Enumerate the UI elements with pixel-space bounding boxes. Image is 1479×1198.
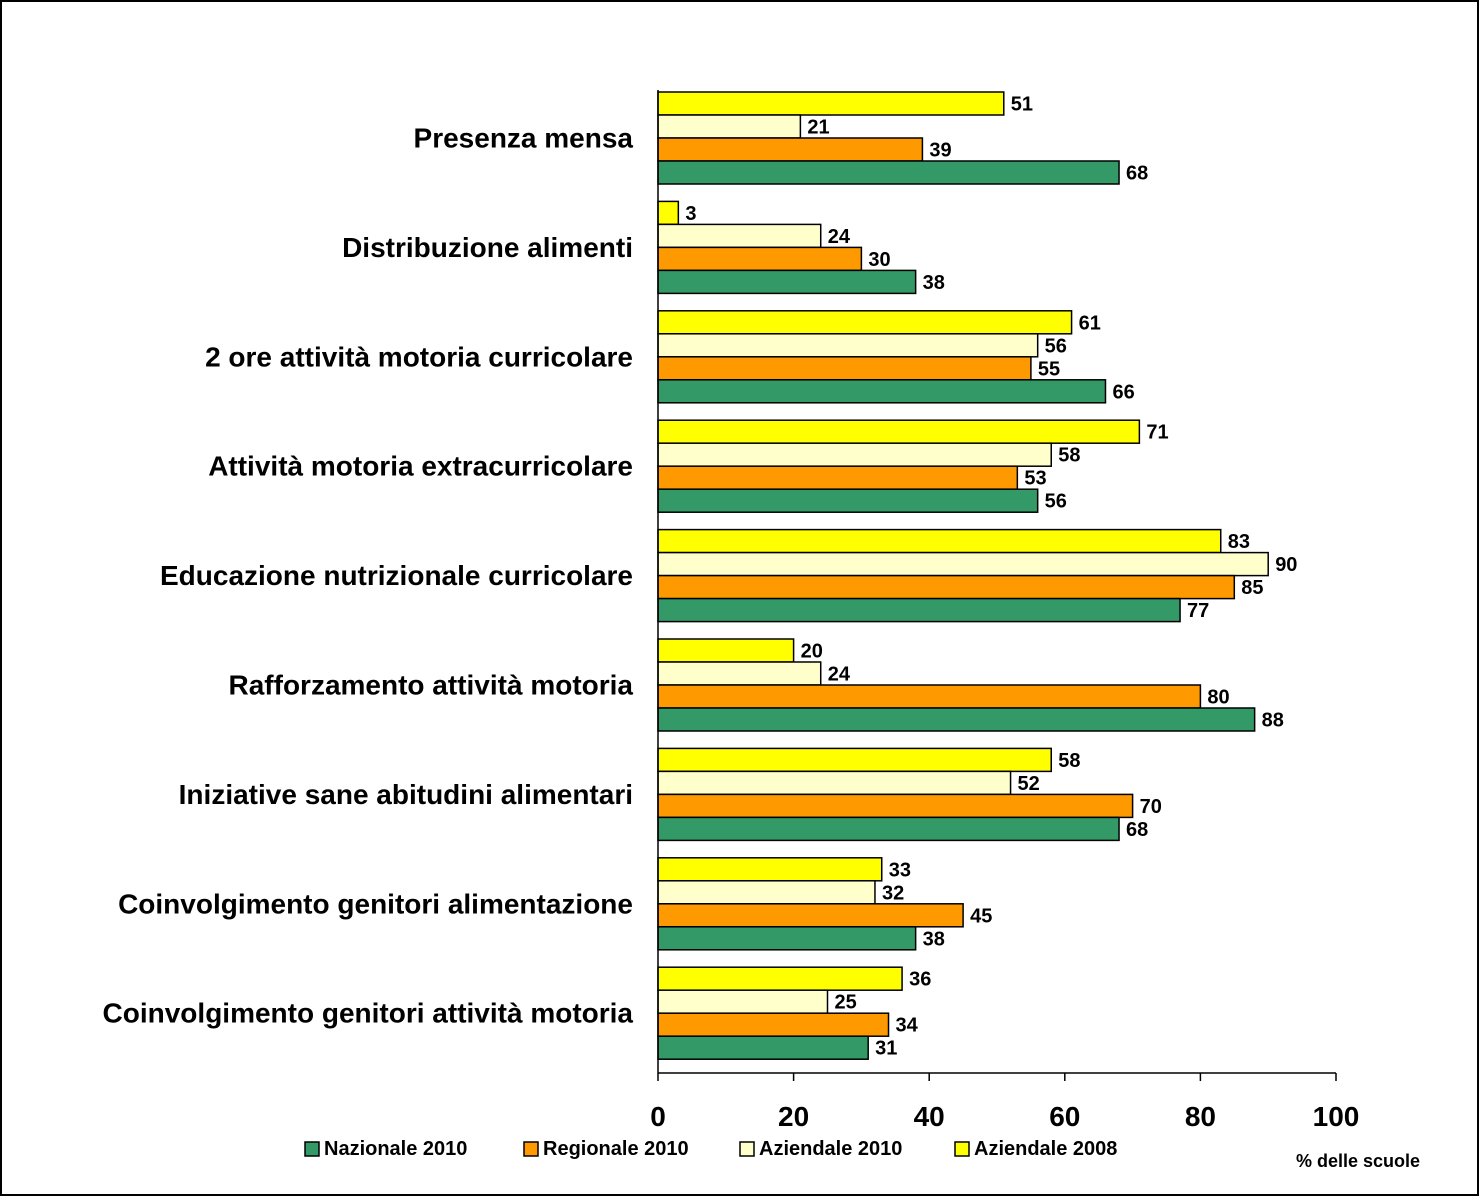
legend-swatch-aziendale-2010 bbox=[739, 1141, 755, 1157]
bar-aziendale-2010 bbox=[657, 551, 1269, 577]
category-label: Coinvolgimento genitori attività motoria bbox=[103, 998, 634, 1029]
bar-nazionale-2010 bbox=[657, 707, 1256, 732]
data-label: 20 bbox=[801, 641, 823, 663]
bar-aziendale-2010 bbox=[657, 442, 1052, 467]
x-tick-label: 40 bbox=[914, 1101, 945, 1132]
data-label: 58 bbox=[1058, 445, 1080, 467]
bar-regionale-2010 bbox=[657, 356, 1032, 381]
bar-aziendale-2008 bbox=[657, 200, 680, 226]
category-label: 2 ore attività motoria curricolare bbox=[205, 341, 633, 372]
x-axis-label: % delle scuole bbox=[1296, 1151, 1420, 1171]
bar-nazionale-2010 bbox=[657, 816, 1120, 842]
category-label: Rafforzamento attività motoria bbox=[229, 670, 634, 701]
data-label: 31 bbox=[875, 1038, 897, 1060]
bar-aziendale-2008 bbox=[657, 419, 1141, 444]
legend-label-aziendale-2008: Aziendale 2008 bbox=[974, 1138, 1117, 1160]
bar-aziendale-2008 bbox=[657, 528, 1222, 554]
data-label: 24 bbox=[828, 664, 851, 686]
data-label: 34 bbox=[896, 1015, 919, 1037]
bar-nazionale-2010 bbox=[657, 488, 1039, 513]
data-label: 38 bbox=[923, 272, 945, 294]
data-label: 66 bbox=[1112, 381, 1134, 403]
bar-nazionale-2010 bbox=[657, 269, 917, 295]
data-label: 52 bbox=[1018, 773, 1040, 795]
data-label: 90 bbox=[1275, 554, 1297, 576]
bar-aziendale-2008 bbox=[657, 857, 883, 882]
data-label: 61 bbox=[1079, 312, 1101, 334]
category-label: Presenza mensa bbox=[414, 123, 634, 154]
bar-aziendale-2010 bbox=[657, 880, 876, 905]
data-label: 68 bbox=[1126, 163, 1148, 185]
bar-aziendale-2010 bbox=[657, 770, 1012, 796]
data-label: 70 bbox=[1140, 796, 1162, 818]
data-label: 88 bbox=[1262, 710, 1284, 732]
x-tick-label: 0 bbox=[650, 1101, 666, 1132]
category-label: Educazione nutrizionale curricolare bbox=[160, 560, 633, 591]
bar-regionale-2010 bbox=[657, 793, 1134, 819]
legend-label-regionale-2010: Regionale 2010 bbox=[543, 1138, 689, 1160]
data-label: 33 bbox=[889, 859, 911, 881]
data-label: 24 bbox=[828, 226, 851, 248]
legend-swatch-regionale-2010 bbox=[523, 1141, 539, 1157]
data-label: 85 bbox=[1241, 577, 1263, 599]
data-label: 21 bbox=[807, 117, 829, 139]
bar-regionale-2010 bbox=[657, 903, 964, 928]
bar-aziendale-2010 bbox=[657, 223, 822, 249]
bar-regionale-2010 bbox=[657, 684, 1202, 709]
bar-regionale-2010 bbox=[657, 246, 863, 272]
data-label: 30 bbox=[868, 249, 890, 271]
bar-aziendale-2010 bbox=[657, 114, 802, 139]
category-label: Iniziative sane abitudini alimentari bbox=[179, 779, 633, 810]
bar-regionale-2010 bbox=[657, 465, 1019, 490]
data-label: 3 bbox=[685, 203, 696, 225]
bar-aziendale-2008 bbox=[657, 310, 1073, 335]
data-label: 71 bbox=[1146, 422, 1168, 444]
bar-regionale-2010 bbox=[657, 1012, 890, 1037]
data-label: 68 bbox=[1126, 819, 1148, 841]
bar-aziendale-2008 bbox=[657, 966, 903, 991]
bar-nazionale-2010 bbox=[657, 1035, 869, 1060]
data-label: 53 bbox=[1024, 468, 1046, 490]
bar-nazionale-2010 bbox=[657, 379, 1107, 404]
legend-label-aziendale-2010: Aziendale 2010 bbox=[759, 1138, 902, 1160]
data-label: 56 bbox=[1045, 335, 1067, 357]
category-label: Attività motoria extracurricolare bbox=[208, 451, 633, 482]
legend-swatch-aziendale-2008 bbox=[954, 1141, 970, 1157]
bar-nazionale-2010 bbox=[657, 160, 1120, 185]
x-tick-label: 100 bbox=[1313, 1101, 1360, 1132]
data-label: 45 bbox=[970, 905, 992, 927]
bar-regionale-2010 bbox=[657, 574, 1236, 600]
data-label: 32 bbox=[882, 882, 904, 904]
data-label: 38 bbox=[923, 928, 945, 950]
data-label: 80 bbox=[1207, 687, 1229, 709]
x-tick-label: 20 bbox=[778, 1101, 809, 1132]
category-label: Distribuzione alimenti bbox=[342, 232, 633, 263]
data-label: 39 bbox=[929, 140, 951, 162]
data-label: 36 bbox=[909, 969, 931, 991]
data-label: 77 bbox=[1187, 600, 1209, 622]
bar-aziendale-2010 bbox=[657, 661, 822, 686]
category-label: Coinvolgimento genitori alimentazione bbox=[118, 888, 633, 919]
bar-aziendale-2008 bbox=[657, 638, 795, 663]
bar-aziendale-2010 bbox=[657, 333, 1039, 358]
x-tick-label: 80 bbox=[1185, 1101, 1216, 1132]
legend-label-nazionale-2010: Nazionale 2010 bbox=[324, 1138, 467, 1160]
data-label: 58 bbox=[1058, 750, 1080, 772]
bar-aziendale-2008 bbox=[657, 91, 1005, 116]
bar-regionale-2010 bbox=[657, 137, 924, 162]
data-label: 55 bbox=[1038, 358, 1060, 380]
bar-aziendale-2010 bbox=[657, 989, 829, 1014]
bar-aziendale-2008 bbox=[657, 747, 1052, 773]
bar-nazionale-2010 bbox=[657, 597, 1181, 623]
x-tick-label: 60 bbox=[1049, 1101, 1080, 1132]
legend-swatch-nazionale-2010 bbox=[304, 1141, 320, 1157]
data-label: 51 bbox=[1011, 94, 1033, 116]
data-label: 83 bbox=[1228, 531, 1250, 553]
bar-nazionale-2010 bbox=[657, 926, 917, 951]
data-label: 56 bbox=[1045, 491, 1067, 513]
data-label: 25 bbox=[835, 992, 857, 1014]
